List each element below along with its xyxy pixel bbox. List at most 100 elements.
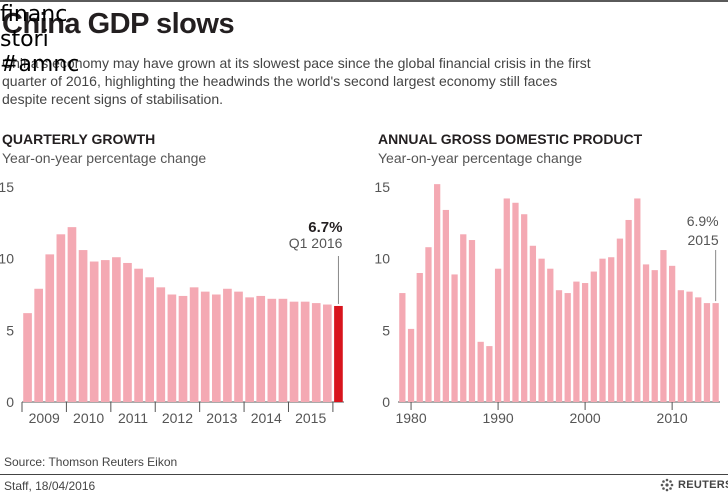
overlay-tags: financ stori #amnc — [0, 2, 79, 77]
annual-bar — [677, 290, 684, 402]
annual-bar — [581, 283, 589, 402]
annual-bar — [555, 290, 563, 402]
annual-bar — [608, 257, 615, 402]
quarterly-bar — [256, 295, 266, 402]
quarterly-bar — [323, 304, 332, 402]
overlay-line: #amnc — [0, 52, 80, 77]
quarterly-bar — [78, 250, 88, 402]
quarterly-x-tick-label: 2012 — [162, 410, 193, 426]
quarterly-bar — [278, 298, 288, 402]
annual-y-tick-label: 0 — [382, 394, 390, 410]
annual-bar — [651, 270, 658, 402]
annual-x-tick-label: 2010 — [657, 410, 688, 426]
quarterly-bar — [289, 301, 299, 402]
annual-bar — [416, 273, 423, 402]
quarterly-bar — [145, 277, 155, 402]
quarterly-bar — [311, 303, 321, 402]
footer-rule — [0, 474, 728, 475]
quarterly-bar — [211, 294, 221, 402]
quarterly-chart-title: QUARTERLY GROWTH — [2, 131, 156, 147]
annual-annotation-label: 2015 — [687, 232, 718, 248]
quarterly-x-tick-label: 2010 — [73, 410, 104, 426]
annual-bar — [686, 291, 693, 402]
quarterly-x-tick-label: 2014 — [251, 410, 282, 426]
overlay-line: stori — [0, 27, 49, 52]
annual-bar — [712, 303, 719, 402]
quarterly-bar — [334, 305, 343, 402]
annual-bar — [451, 274, 458, 402]
annual-bar — [590, 271, 597, 402]
annual-bar — [703, 303, 711, 402]
quarterly-chart-subtitle: Year-on-year percentage change — [2, 150, 207, 166]
quarterly-x-tick-label: 2013 — [206, 410, 237, 426]
annual-y-tick-label: 10 — [374, 251, 390, 267]
annual-x-tick-label: 2000 — [570, 410, 601, 426]
annual-bar — [399, 293, 406, 402]
annual-bar — [468, 240, 476, 402]
annual-bar — [529, 245, 537, 402]
intro-text: China's economy may have grown at its sl… — [2, 55, 591, 107]
annual-bar — [503, 198, 510, 402]
quarterly-x-tick-label: 2009 — [29, 410, 60, 426]
annual-bar — [642, 264, 650, 402]
quarterly-y-tick-label: 10 — [0, 251, 14, 267]
annual-chart-subtitle: Year-on-year percentage change — [378, 150, 583, 166]
quarterly-bar — [23, 313, 32, 402]
quarterly-bar — [200, 291, 210, 402]
quarterly-bar — [223, 288, 232, 402]
quarterly-bar — [178, 295, 188, 402]
quarterly-y-tick-label: 5 — [6, 322, 14, 338]
quarterly-bar — [112, 257, 121, 402]
annual-bar — [407, 328, 415, 402]
reuters-logo: REUTERS — [660, 477, 728, 493]
annual-bar — [538, 258, 545, 402]
quarterly-annotation-value: 6.7% — [308, 219, 342, 236]
annual-bar — [599, 258, 606, 402]
quarterly-bar — [234, 291, 243, 402]
annual-bar — [521, 214, 528, 402]
quarterly-x-tick-label: 2015 — [295, 410, 326, 426]
reuters-dots-icon — [660, 478, 674, 492]
annual-bar — [442, 209, 449, 402]
annual-bar — [669, 265, 676, 402]
quarterly-bar — [34, 288, 43, 402]
quarterly-x-tick-label: 2011 — [118, 410, 148, 426]
annual-bar — [564, 293, 571, 402]
annual-bar — [634, 198, 641, 402]
annual-bar — [625, 219, 632, 402]
quarterly-bar — [45, 254, 55, 402]
quarterly-y-tick-label: 0 — [6, 394, 14, 410]
quarterly-bar — [89, 261, 99, 402]
quarterly-bar — [267, 298, 277, 402]
quarterly-bar — [189, 287, 199, 402]
quarterly-bar — [123, 262, 132, 402]
annual-bar — [486, 346, 493, 402]
quarterly-bar — [100, 260, 110, 402]
annual-chart-title: ANNUAL GROSS DOMESTIC PRODUCT — [378, 131, 643, 147]
quarterly-bar — [300, 301, 310, 402]
quarterly-bar — [67, 227, 77, 402]
annual-bar — [695, 297, 702, 402]
annual-bar — [434, 184, 441, 402]
quarterly-bar — [245, 297, 254, 402]
annual-bar — [547, 268, 554, 402]
overlay-line: financ — [0, 2, 68, 27]
annual-y-tick-label: 15 — [374, 179, 390, 195]
quarterly-bar — [134, 268, 143, 402]
quarterly-bar — [167, 294, 177, 402]
quarterly-bar — [156, 287, 166, 402]
credit-line: Staff, 18/04/2016 — [4, 479, 96, 493]
annual-bar — [660, 250, 667, 402]
annual-x-tick-label: 1980 — [395, 410, 426, 426]
reuters-logo-text: REUTERS — [678, 479, 728, 491]
annual-bar — [494, 268, 502, 402]
annual-bar — [425, 247, 432, 402]
annual-bar — [477, 341, 484, 402]
annual-bar — [573, 281, 580, 402]
top-rule — [0, 0, 728, 2]
quarterly-bar — [56, 234, 66, 402]
source-note: Source: Thomson Reuters Eikon — [4, 455, 178, 469]
annual-bar — [512, 202, 519, 402]
